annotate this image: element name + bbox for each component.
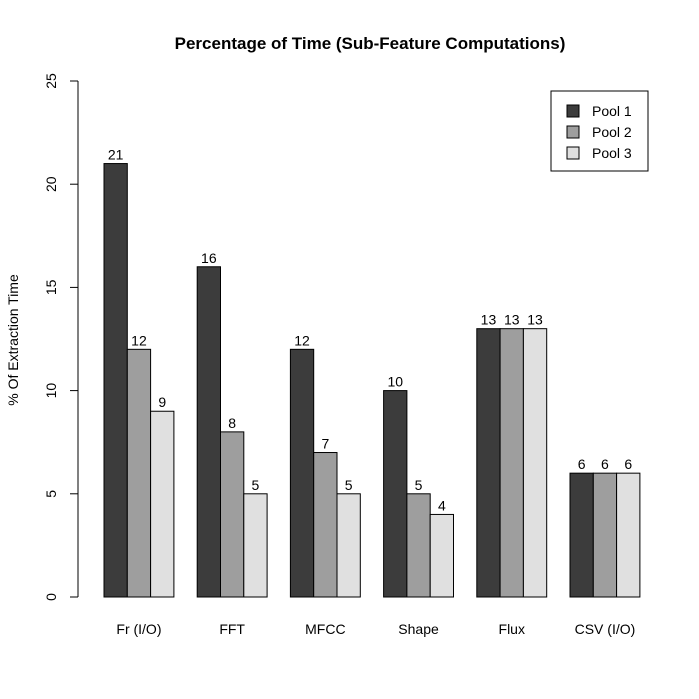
bar-value-label: 9: [158, 394, 166, 410]
legend-swatch: [566, 104, 580, 118]
bar-value-label: 4: [438, 497, 446, 513]
bar: [522, 328, 548, 598]
bar: [406, 493, 431, 598]
y-axis: 0 5 10 15 20 25: [43, 73, 79, 601]
bar-value-label: 8: [228, 415, 236, 431]
y-tick-label: 0: [43, 593, 59, 601]
x-tick-label: Fr (I/O): [116, 621, 161, 637]
legend-label: Pool 2: [592, 124, 632, 140]
bar: [220, 431, 245, 598]
bar: [569, 472, 594, 598]
x-axis-labels: Fr (I/O) FFT MFCC Shape Flux CSV (I/O): [116, 621, 635, 637]
bar-value-label: 13: [481, 312, 497, 328]
chart-title: Percentage of Time (Sub-Feature Computat…: [175, 34, 566, 53]
bar: [616, 472, 641, 598]
bar: [243, 493, 268, 598]
bar-value-label: 13: [527, 312, 543, 328]
bar: [196, 266, 221, 598]
bar: [476, 328, 501, 598]
legend-label: Pool 1: [592, 103, 632, 119]
bar: [499, 328, 524, 598]
bar-value-label: 10: [387, 374, 403, 390]
bar: [383, 390, 408, 598]
bar-value-label: 7: [321, 436, 329, 452]
bar-value-label: 6: [624, 456, 632, 472]
y-tick-label: 10: [43, 383, 59, 399]
bar-value-label: 16: [201, 250, 217, 266]
y-tick-label: 15: [43, 279, 59, 295]
bar-value-label: 6: [578, 456, 586, 472]
bar-value-label: 5: [252, 477, 260, 493]
bar-value-label: 21: [108, 147, 124, 163]
bar: [429, 513, 455, 598]
y-tick-label: 5: [43, 490, 59, 498]
bar: [336, 493, 361, 598]
y-axis-label: % Of Extraction Time: [5, 274, 21, 406]
bar: [313, 452, 338, 598]
bar-value-label: 6: [601, 456, 609, 472]
bar: [103, 163, 128, 598]
legend-swatch: [566, 146, 580, 160]
x-tick-label: Flux: [499, 621, 525, 637]
x-tick-label: FFT: [219, 621, 245, 637]
x-tick-label: MFCC: [305, 621, 345, 637]
legend: Pool 1 Pool 2 Pool 3: [550, 90, 649, 172]
legend-label: Pool 3: [592, 145, 632, 161]
bar-value-label: 5: [345, 477, 353, 493]
bar-value-label: 13: [504, 312, 520, 328]
bar-value-label: 12: [131, 332, 147, 348]
bar: [126, 348, 152, 598]
bar: [150, 410, 175, 598]
bar: [289, 348, 315, 598]
bar: [592, 472, 618, 598]
bar-value-label: 12: [294, 332, 310, 348]
x-tick-label: Shape: [398, 621, 439, 637]
y-tick-label: 25: [43, 73, 59, 89]
x-tick-label: CSV (I/O): [575, 621, 636, 637]
y-tick-label: 20: [43, 176, 59, 192]
bar-value-label: 5: [415, 477, 423, 493]
legend-swatch: [566, 125, 580, 139]
